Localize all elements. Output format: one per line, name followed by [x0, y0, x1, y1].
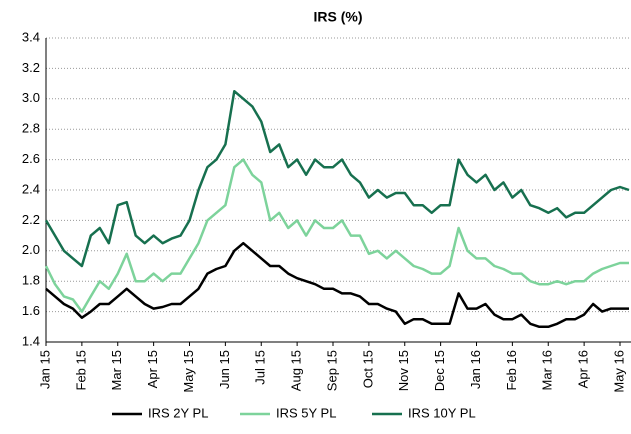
x-tick-label: Apr 16: [576, 350, 591, 388]
x-tick-label: Feb 15: [73, 350, 88, 390]
x-tick-label: Dec 15: [432, 350, 447, 391]
x-tick-label: Jun 15: [217, 350, 232, 389]
y-tick-label: 1.4: [22, 333, 40, 348]
y-tick-label: 2.6: [22, 151, 40, 166]
x-tick-label: Mar 15: [109, 350, 124, 390]
x-tick-label: Oct 15: [360, 350, 375, 388]
x-tick-label: Jan 15: [37, 350, 52, 389]
x-tick-label: May 16: [611, 350, 626, 393]
y-tick-label: 1.6: [22, 303, 40, 318]
y-tick-label: 3.0: [22, 90, 40, 105]
x-tick-label: Mar 16: [540, 350, 555, 390]
x-tick-label: Apr 15: [145, 350, 160, 388]
y-tick-label: 2.2: [22, 212, 40, 227]
y-tick-label: 2.8: [22, 121, 40, 136]
legend-label: IRS 10Y PL: [408, 405, 476, 420]
y-tick-label: 1.8: [22, 273, 40, 288]
y-tick-label: 2.0: [22, 242, 40, 257]
x-tick-label: Sep 15: [324, 350, 339, 391]
y-tick-label: 2.4: [22, 181, 40, 196]
series-line: [45, 241, 629, 329]
x-tick-label: May 15: [181, 350, 196, 393]
legend-label: IRS 5Y PL: [276, 405, 336, 420]
chart-title: IRS (%): [314, 9, 363, 25]
series-line: [44, 158, 629, 313]
x-tick-label: Feb 16: [504, 350, 519, 390]
x-tick-label: Jul 15: [253, 350, 268, 385]
x-tick-label: Jan 16: [468, 350, 483, 389]
y-tick-label: 3.4: [22, 29, 40, 44]
x-tick-label: Nov 15: [396, 350, 411, 391]
legend-label: IRS 2Y PL: [148, 405, 208, 420]
x-tick-label: Aug 15: [289, 350, 304, 391]
series-line: [44, 89, 630, 268]
y-tick-label: 3.2: [22, 60, 40, 75]
